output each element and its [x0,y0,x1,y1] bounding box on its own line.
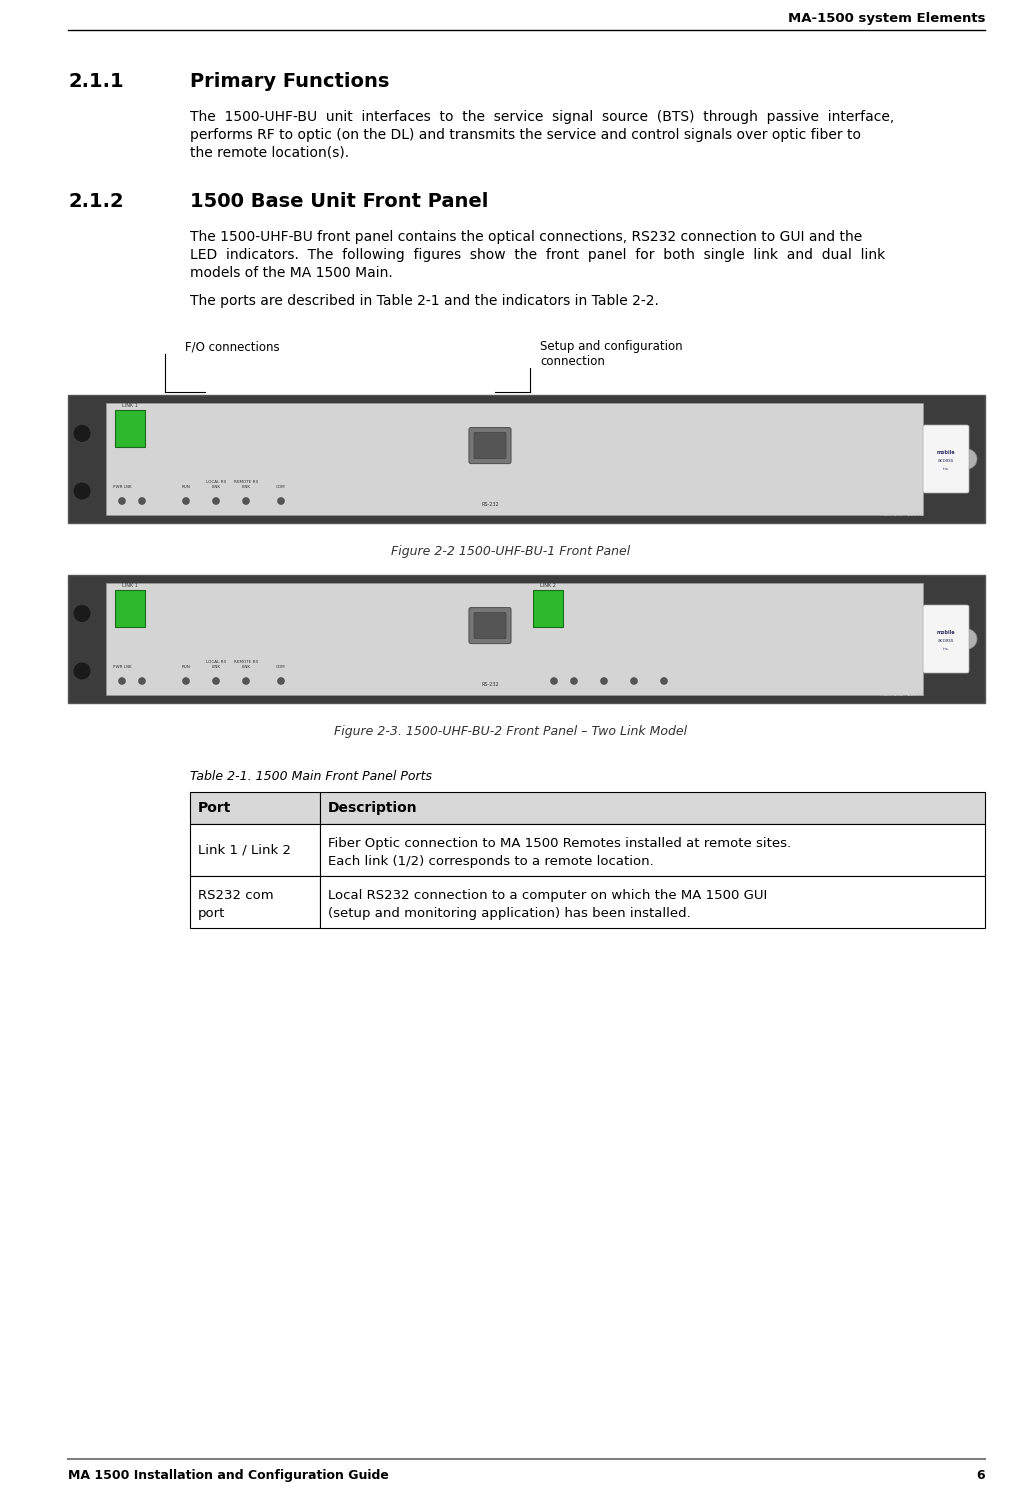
Circle shape [661,678,668,684]
Text: mobile: mobile [936,451,956,455]
Circle shape [212,497,220,504]
Text: (setup and monitoring application) has been installed.: (setup and monitoring application) has b… [328,907,691,921]
Text: inc.: inc. [942,647,950,651]
Text: COM: COM [277,485,286,490]
Text: COM: COM [277,665,286,669]
Circle shape [72,425,91,443]
Circle shape [600,678,607,684]
Bar [320,876,985,928]
Circle shape [72,605,91,623]
Text: 2.1.1: 2.1.1 [68,72,124,91]
FancyBboxPatch shape [533,590,563,627]
Circle shape [212,678,220,684]
Text: port: port [198,907,226,921]
FancyBboxPatch shape [474,612,506,639]
Circle shape [278,678,285,684]
Text: access: access [938,458,955,464]
Text: REMOTE RX
LINK: REMOTE RX LINK [234,660,258,669]
Bar [106,403,923,515]
Text: Description: Description [328,801,418,814]
Text: MA-1500 system Elements: MA-1500 system Elements [787,12,985,25]
Text: Table 2-1. 1500 Main Front Panel Ports: Table 2-1. 1500 Main Front Panel Ports [190,769,432,783]
Text: The  1500-UHF-BU  unit  interfaces  to  the  service  signal  source  (BTS)  thr: The 1500-UHF-BU unit interfaces to the s… [190,109,894,124]
Text: The 1500-UHF-BU front panel contains the optical connections, RS232 connection t: The 1500-UHF-BU front panel contains the… [190,231,863,244]
Bar [190,823,320,876]
Text: PWR LNK: PWR LNK [112,485,132,490]
Circle shape [550,678,557,684]
Circle shape [118,678,126,684]
Circle shape [243,497,249,504]
Text: Link 1 / Link 2: Link 1 / Link 2 [198,843,291,856]
Text: LOCAL RX
LINK: LOCAL RX LINK [206,660,227,669]
Text: Main unit - 2Links: Main unit - 2Links [880,692,923,698]
Circle shape [631,678,637,684]
Text: performs RF to optic (on the DL) and transmits the service and control signals o: performs RF to optic (on the DL) and tra… [190,129,861,142]
Text: RS-232: RS-232 [481,683,499,687]
Text: LINK 2: LINK 2 [540,582,556,588]
Text: Main unit - 2Links: Main unit - 2Links [880,512,923,516]
Bar [320,792,985,823]
Circle shape [243,678,249,684]
FancyBboxPatch shape [115,590,145,627]
Text: Fiber Optic connection to MA 1500 Remotes installed at remote sites.: Fiber Optic connection to MA 1500 Remote… [328,837,791,850]
Circle shape [72,662,91,680]
Text: connection: connection [540,355,604,368]
Text: The ports are described in Table 2-1 and the indicators in Table 2-2.: The ports are described in Table 2-1 and… [190,293,659,308]
FancyBboxPatch shape [469,608,510,644]
Text: MA 1500 Installation and Configuration Guide: MA 1500 Installation and Configuration G… [68,1469,389,1482]
Text: RS-232: RS-232 [481,501,499,507]
Bar [320,823,985,876]
Text: 1500 Base Unit Front Panel: 1500 Base Unit Front Panel [190,192,488,211]
Circle shape [183,678,190,684]
FancyBboxPatch shape [469,428,510,464]
Circle shape [278,497,285,504]
Text: access: access [938,639,955,644]
Text: 2.1.2: 2.1.2 [68,192,124,211]
Text: 6: 6 [976,1469,985,1482]
Text: Primary Functions: Primary Functions [190,72,389,91]
Text: PWR LNK: PWR LNK [112,665,132,669]
Bar [68,395,985,522]
FancyBboxPatch shape [923,425,969,493]
Circle shape [72,482,91,500]
FancyBboxPatch shape [923,605,969,674]
Text: Figure 2-3. 1500-UHF-BU-2 Front Panel – Two Link Model: Figure 2-3. 1500-UHF-BU-2 Front Panel – … [334,725,687,738]
Text: LINK 1: LINK 1 [123,582,138,588]
Bar [190,876,320,928]
Circle shape [957,449,977,469]
Circle shape [118,497,126,504]
Bar [68,575,985,704]
FancyBboxPatch shape [474,433,506,458]
Text: models of the MA 1500 Main.: models of the MA 1500 Main. [190,266,393,280]
Circle shape [139,678,146,684]
Text: the remote location(s).: the remote location(s). [190,147,349,160]
Text: RS232 com: RS232 com [198,889,274,903]
Text: LINK 1: LINK 1 [123,403,138,409]
Circle shape [957,629,977,650]
Text: RUN: RUN [182,665,191,669]
Text: RUN: RUN [182,485,191,490]
Text: LED  indicators.  The  following  figures  show  the  front  panel  for  both  s: LED indicators. The following figures sh… [190,249,885,262]
Text: F/O connections: F/O connections [185,340,280,353]
FancyBboxPatch shape [115,410,145,448]
Circle shape [139,497,146,504]
Bar [190,792,320,823]
Circle shape [183,497,190,504]
Text: mobile: mobile [936,630,956,636]
Bar [106,582,923,695]
Text: Port: Port [198,801,232,814]
Text: inc.: inc. [942,467,950,472]
Text: REMOTE RX
LINK: REMOTE RX LINK [234,481,258,490]
Text: LOCAL RX
LINK: LOCAL RX LINK [206,481,227,490]
Text: Setup and configuration: Setup and configuration [540,340,683,353]
Circle shape [571,678,578,684]
Text: Local RS232 connection to a computer on which the MA 1500 GUI: Local RS232 connection to a computer on … [328,889,767,903]
Text: Each link (1/2) corresponds to a remote location.: Each link (1/2) corresponds to a remote … [328,855,653,868]
Text: Figure 2-2 1500-UHF-BU-1 Front Panel: Figure 2-2 1500-UHF-BU-1 Front Panel [391,545,630,558]
